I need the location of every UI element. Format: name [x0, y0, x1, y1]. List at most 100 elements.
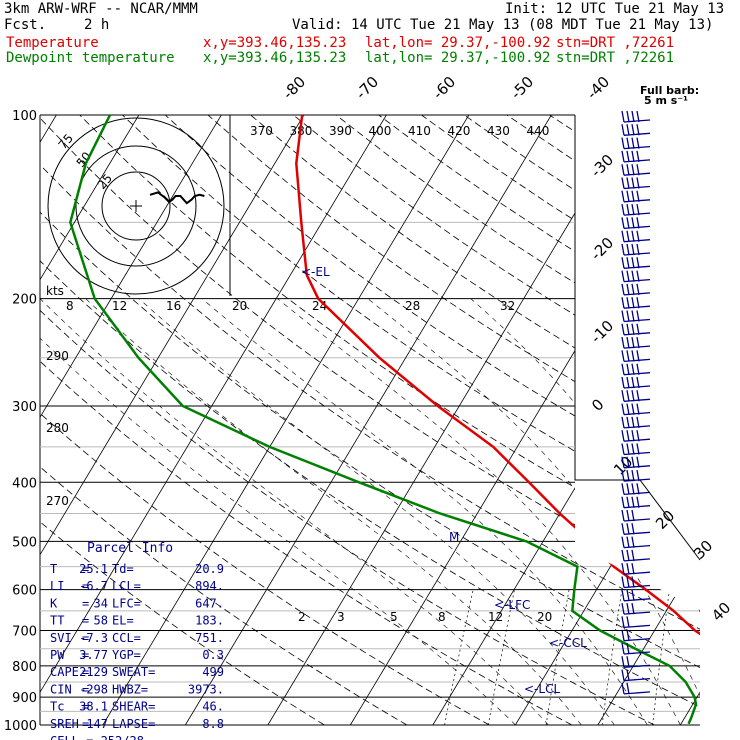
mixing-ratio-label: 3	[337, 610, 345, 624]
wind-barb-tick	[631, 589, 635, 601]
wind-barb	[621, 576, 651, 589]
wind-barb-tick	[631, 323, 635, 335]
wind-barb-tick	[631, 217, 635, 229]
hodograph-ring-label: 75	[56, 131, 77, 152]
wind-barb-tick	[631, 190, 635, 202]
parcel-param-value: 38.1	[79, 700, 108, 714]
theta-e-label: 28	[405, 299, 420, 313]
hodograph-ring-label: 25	[95, 171, 116, 192]
dry-adiabat-line	[40, 115, 325, 725]
isotherm-line	[40, 115, 305, 725]
isotherm-label: 20	[652, 507, 678, 533]
isotherm-label: -20	[587, 234, 617, 264]
wind-barb-tick	[631, 430, 635, 442]
isotherm-label: -70	[352, 73, 382, 103]
wind-barb-tick	[626, 629, 630, 641]
wind-barb	[621, 203, 651, 216]
wind-barb-tick	[621, 576, 625, 588]
sounding-traces	[68, 115, 700, 725]
wind-barb	[621, 616, 651, 629]
wind-barb	[621, 629, 651, 642]
wind-barb-tick	[636, 124, 640, 136]
isotherm-line	[597, 115, 700, 725]
parcel-param-name: SREH	[50, 717, 79, 731]
wind-barb-tick	[636, 150, 640, 163]
parcel-info-title: Parcel Info	[87, 541, 173, 556]
wind-barb-staff	[623, 518, 651, 522]
valid-time: Valid: 14 UTC Tue 21 May 13 (08 MDT Tue …	[292, 17, 714, 33]
mixing-ratio-label: 20	[537, 610, 552, 624]
wind-barb-staff	[623, 292, 651, 296]
wind-barb-staff	[623, 185, 651, 190]
wind-barb-tick	[631, 363, 635, 375]
isotherm-line	[40, 115, 387, 725]
wind-barb-tick	[631, 164, 635, 176]
parcel-param-value: -298	[79, 682, 108, 696]
theta-e-label: 12	[112, 299, 127, 313]
parcel-param-name: PW	[50, 648, 65, 662]
wind-barb-staff	[623, 505, 651, 509]
parcel-param-value: 499	[202, 665, 224, 679]
parcel-equals: =	[82, 631, 89, 645]
isotherm-label: -30	[587, 151, 617, 181]
lcl-label: <-LCL	[524, 682, 560, 696]
wind-barb-tick	[621, 496, 625, 508]
wind-barb-tick	[626, 230, 630, 242]
parcel-equals: =	[82, 579, 89, 593]
parcel-param-value: 894.	[195, 579, 224, 593]
theta-label-mid: 270	[46, 494, 69, 508]
wind-barb	[621, 164, 651, 176]
parcel-param-name: SVI	[50, 631, 72, 645]
wind-barb-tick	[621, 629, 625, 641]
wind-barb-tick	[626, 536, 630, 548]
wind-barb	[621, 682, 651, 695]
wind-barb-tick	[626, 483, 630, 495]
wind-barb	[621, 390, 651, 402]
parcel-equals: =	[82, 682, 89, 696]
wind-barb-tick	[636, 350, 640, 362]
wind-barb-tick	[631, 483, 635, 495]
hodograph-trace	[149, 191, 205, 205]
wind-barb-tick	[631, 297, 635, 309]
wind-barb-tick	[631, 496, 635, 508]
barb-key-line1: Full barb:	[640, 84, 699, 97]
wind-barb-tick	[636, 416, 640, 429]
parcel-param-value: 147	[86, 717, 108, 731]
wind-barb-tick	[621, 350, 625, 362]
m-label: M	[449, 530, 459, 544]
hodograph-units: kts	[46, 284, 64, 298]
wind-barb-tick	[621, 203, 625, 216]
forecast-label: Fcst.	[4, 17, 47, 33]
isotherm-line	[350, 115, 700, 725]
wind-barb-tick	[621, 483, 625, 495]
mixing-ratio-label: 5	[390, 610, 398, 624]
pressure-label-900: 900	[12, 691, 37, 706]
wind-barb-tick	[636, 336, 640, 349]
wind-barb	[621, 642, 651, 655]
parcel-param-value: 183.	[195, 614, 224, 628]
isotherm-label: -80	[279, 73, 309, 103]
wind-barb-tick	[636, 430, 640, 442]
wind-barb-tick	[631, 602, 635, 615]
parcel-param-name: TT	[50, 614, 64, 628]
parcel-param-value: 0.3	[202, 648, 224, 662]
wind-barb-tick	[626, 164, 630, 176]
dry-adiabat-line	[40, 115, 573, 725]
wind-barb-tick	[621, 363, 625, 375]
wind-barb-tick	[626, 403, 630, 415]
wind-barb-tick	[636, 390, 640, 402]
wind-barb-tick	[636, 323, 640, 335]
parcel-param-value: 3973.	[188, 682, 224, 696]
parcel-param-name: LAPSE=	[112, 717, 155, 731]
wind-barb-staff	[623, 398, 651, 402]
dry-adiabat-line	[591, 115, 700, 725]
wind-barb-tick	[626, 456, 630, 468]
wind-barb-tick	[626, 563, 630, 575]
mixing-ratio-line	[487, 589, 515, 725]
wind-barb-tick	[631, 376, 635, 389]
level-markers: <-EL <-LFC <-CCL <-LCL M	[301, 265, 587, 696]
wind-barb-tick	[626, 283, 630, 296]
